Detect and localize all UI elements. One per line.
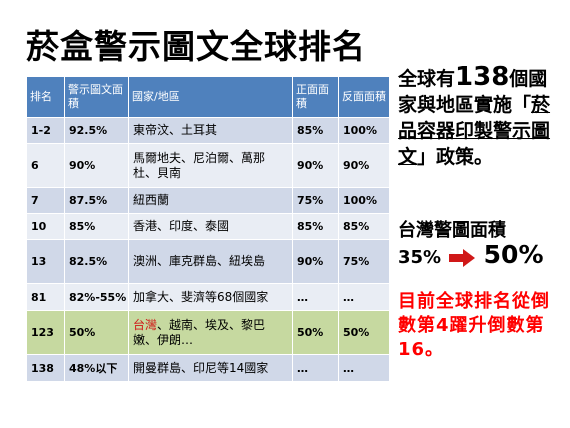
taiwan-area-from: 35%: [398, 247, 442, 268]
cell-back: 50%: [338, 310, 390, 355]
cell-area: 92.5%: [64, 117, 129, 144]
header-country: 國家/地區: [128, 76, 293, 118]
summary-text-2: 個國家與地區實施「: [398, 68, 548, 116]
header-rank: 排名: [26, 76, 65, 118]
cell-rank: 10: [26, 213, 65, 240]
cell-front: …: [292, 283, 339, 311]
taiwan-area-to: 50%: [483, 240, 544, 269]
cell-area: 90%: [64, 143, 129, 188]
cell-front: 85%: [292, 213, 339, 240]
cell-back: …: [338, 354, 390, 382]
table-row: 10 85% 香港、印度、泰國 85% 85%: [26, 213, 390, 240]
summary-text-1: 全球有: [398, 68, 456, 90]
cell-back: 85%: [338, 213, 390, 240]
cell-area: 82%-55%: [64, 283, 129, 311]
cell-rank: 6: [26, 143, 65, 188]
cell-area: 48%以下: [64, 354, 129, 382]
countries-rest: 、越南、埃及、黎巴嫩、伊朗…: [133, 317, 266, 347]
cell-front: 85%: [292, 117, 339, 144]
cell-back: 75%: [338, 239, 390, 284]
arrow-right-icon: [449, 249, 476, 267]
cell-back: 100%: [338, 117, 390, 144]
global-rank-text: 目前全球排名從倒數第4躍升倒數第16。: [398, 291, 550, 360]
cell-front: …: [292, 354, 339, 382]
cell-countries: 加拿大、斐濟等68個國家: [128, 283, 293, 311]
table-row: 81 82%-55% 加拿大、斐濟等68個國家 … …: [26, 283, 390, 311]
header-back: 反面面積: [338, 76, 390, 118]
cell-area: 85%: [64, 213, 129, 240]
cell-rank: 13: [26, 239, 65, 284]
cell-front: 50%: [292, 310, 339, 355]
cell-rank: 1-2: [26, 117, 65, 144]
policy-name: 菸品容器印製警示圖文: [398, 94, 551, 168]
cell-area: 50%: [64, 310, 129, 355]
cell-back: 100%: [338, 187, 390, 214]
summary-text-3: 」政策。: [417, 146, 494, 168]
cell-back: 90%: [338, 143, 390, 188]
cell-back: …: [338, 283, 390, 311]
cell-countries: 東帝汶、土耳其: [128, 117, 293, 144]
table-row-highlighted: 123 50% 台灣、越南、埃及、黎巴嫩、伊朗… 50% 50%: [26, 310, 390, 355]
cell-countries: 台灣、越南、埃及、黎巴嫩、伊朗…: [128, 310, 293, 355]
cell-front: 75%: [292, 187, 339, 214]
cell-area: 82.5%: [64, 239, 129, 284]
header-front: 正面面積: [292, 76, 339, 118]
taiwan-area-change: 35% 50%: [398, 240, 544, 269]
cell-countries: 開曼群島、印尼等14國家: [128, 354, 293, 382]
taiwan-highlight: 台灣: [133, 317, 158, 332]
cell-countries: 馬爾地夫、尼泊爾、萬那杜、貝南: [128, 143, 293, 188]
cell-rank: 138: [26, 354, 65, 382]
cell-area: 87.5%: [64, 187, 129, 214]
ranking-table: 排名 警示圖文面積 國家/地區 正面面積 反面面積 1-2 92.5% 東帝汶、…: [26, 76, 390, 382]
cell-rank: 123: [26, 310, 65, 355]
cell-rank: 7: [26, 187, 65, 214]
taiwan-area-title: 台灣警圖面積: [398, 220, 506, 241]
table-row: 1-2 92.5% 東帝汶、土耳其 85% 100%: [26, 117, 390, 144]
header-area: 警示圖文面積: [64, 76, 129, 118]
cell-rank: 81: [26, 283, 65, 311]
policy-summary: 全球有138個國家與地區實施「菸品容器印製警示圖文」政策。: [398, 64, 566, 170]
slide-title: 菸盒警示圖文全球排名: [26, 27, 366, 66]
table-row: 13 82.5% 澳洲、庫克群島、紐埃島 90% 75%: [26, 239, 390, 284]
table-row: 6 90% 馬爾地夫、尼泊爾、萬那杜、貝南 90% 90%: [26, 143, 390, 188]
cell-front: 90%: [292, 143, 339, 188]
cell-front: 90%: [292, 239, 339, 284]
cell-countries: 澳洲、庫克群島、紐埃島: [128, 239, 293, 284]
table-header: 排名 警示圖文面積 國家/地區 正面面積 反面面積: [26, 76, 390, 118]
table-row: 7 87.5% 紐西蘭 75% 100%: [26, 187, 390, 214]
cell-countries: 香港、印度、泰國: [128, 213, 293, 240]
cell-countries: 紐西蘭: [128, 187, 293, 214]
table-row: 138 48%以下 開曼群島、印尼等14國家 … …: [26, 354, 390, 382]
country-count: 138: [455, 62, 510, 92]
